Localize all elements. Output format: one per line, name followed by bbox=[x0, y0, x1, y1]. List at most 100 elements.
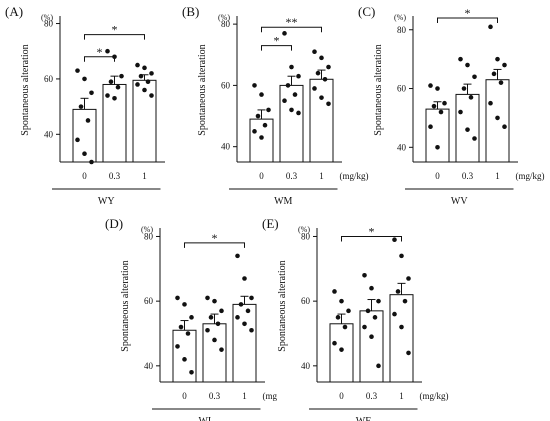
data-point bbox=[458, 109, 463, 115]
x-unit-label: (mg/kg) bbox=[420, 391, 449, 401]
data-point bbox=[149, 93, 154, 98]
significance-bracket bbox=[341, 235, 402, 242]
y-unit-label: (%) bbox=[41, 13, 53, 22]
data-point bbox=[332, 289, 337, 294]
data-point bbox=[212, 298, 217, 304]
data-point bbox=[406, 350, 411, 356]
data-point bbox=[296, 73, 301, 79]
data-point bbox=[142, 65, 147, 71]
data-point bbox=[335, 315, 341, 320]
data-point bbox=[365, 308, 371, 314]
data-point bbox=[259, 92, 264, 97]
data-point bbox=[178, 324, 184, 330]
y-axis-label: Spontaneous alteration bbox=[277, 260, 288, 351]
data-point bbox=[215, 321, 221, 327]
data-point bbox=[428, 124, 433, 130]
data-point bbox=[78, 104, 84, 109]
y-tick-label: 40 bbox=[221, 142, 231, 152]
x-tick-label: 0 bbox=[82, 171, 87, 181]
data-point bbox=[399, 324, 404, 330]
data-point bbox=[326, 64, 331, 70]
data-point bbox=[242, 321, 247, 327]
data-point bbox=[392, 237, 397, 243]
y-unit-label: (%) bbox=[394, 13, 406, 22]
panel-wl: (D) 40 60 80(%) Spontaneous alteration 0 0.3 1 (… bbox=[105, 216, 277, 421]
data-point bbox=[319, 95, 324, 100]
x-tick-label: 0 bbox=[259, 171, 264, 181]
y-unit-label: (%) bbox=[218, 13, 230, 22]
data-point bbox=[372, 315, 378, 320]
y-tick-label: 80 bbox=[144, 231, 154, 241]
group-label: WY bbox=[98, 196, 115, 207]
data-point bbox=[108, 79, 114, 84]
y-tick-label: 60 bbox=[221, 80, 231, 90]
data-point bbox=[346, 308, 351, 314]
data-point bbox=[255, 113, 261, 119]
x-tick-label: 0.3 bbox=[462, 171, 474, 181]
x-tick-label: 0 bbox=[182, 391, 187, 401]
data-point bbox=[502, 124, 507, 130]
significance-label: * bbox=[465, 6, 471, 20]
data-point bbox=[189, 369, 194, 375]
data-point bbox=[461, 86, 467, 91]
data-point bbox=[282, 98, 287, 104]
data-point bbox=[235, 253, 240, 259]
y-axis-label: Spontaneous alteration bbox=[120, 260, 131, 351]
significance-label: * bbox=[97, 45, 103, 59]
data-point bbox=[189, 315, 194, 320]
data-point bbox=[205, 295, 210, 301]
bar bbox=[425, 108, 450, 163]
data-point bbox=[342, 324, 348, 330]
data-point bbox=[105, 48, 110, 54]
data-point bbox=[339, 298, 344, 304]
data-point bbox=[465, 127, 470, 132]
data-point bbox=[502, 62, 507, 68]
data-point bbox=[369, 285, 374, 291]
x-tick-label: 1 bbox=[242, 391, 247, 401]
y-tick-label: 60 bbox=[144, 296, 154, 306]
group-label: WF bbox=[356, 416, 371, 421]
data-point bbox=[82, 76, 87, 82]
y-tick-label: 60 bbox=[301, 296, 311, 306]
data-point bbox=[205, 327, 210, 333]
data-point bbox=[238, 302, 244, 307]
bar bbox=[389, 294, 414, 383]
panel-wy: (A) 40 60 80(%) Spontaneous alteration 0 0.3 1 W… bbox=[5, 4, 165, 207]
data-point bbox=[369, 334, 374, 340]
panel-label: (C) bbox=[358, 4, 375, 19]
significance-label: * bbox=[369, 224, 375, 238]
data-point bbox=[252, 83, 257, 88]
data-point bbox=[362, 272, 367, 278]
data-point bbox=[289, 107, 294, 113]
data-point bbox=[442, 100, 447, 106]
y-tick-label: 80 bbox=[44, 19, 54, 29]
panel-label: (D) bbox=[105, 216, 123, 231]
y-tick-label: 60 bbox=[44, 74, 54, 84]
data-point bbox=[135, 62, 140, 68]
data-point bbox=[212, 337, 217, 343]
x-tick-label: 0.3 bbox=[209, 391, 221, 401]
x-tick-label: 1 bbox=[495, 171, 500, 181]
data-point bbox=[322, 76, 328, 82]
data-point bbox=[235, 315, 240, 320]
data-point bbox=[182, 357, 187, 362]
y-tick-label: 40 bbox=[301, 361, 311, 371]
data-point bbox=[245, 308, 251, 314]
group-label: WM bbox=[274, 196, 292, 207]
significance-bracket bbox=[84, 56, 115, 62]
bar bbox=[279, 84, 304, 163]
data-point bbox=[296, 110, 301, 116]
panel-wf: (E) 40 60 80(%) Spontaneous alteration 0 0.3 1 (… bbox=[262, 216, 449, 421]
data-point bbox=[85, 118, 91, 123]
data-point bbox=[431, 103, 437, 109]
data-point bbox=[472, 74, 477, 80]
data-point bbox=[312, 49, 317, 55]
data-point bbox=[406, 276, 411, 281]
data-point bbox=[249, 327, 254, 333]
bar bbox=[485, 79, 510, 163]
x-tick-label: 1 bbox=[142, 171, 147, 181]
data-point bbox=[399, 253, 404, 259]
x-unit-label: (mg/kg) bbox=[340, 171, 369, 181]
panel-wm: (B) 40 60 80(%) Spontaneous alteration 0 0.3 1 (… bbox=[182, 4, 369, 207]
